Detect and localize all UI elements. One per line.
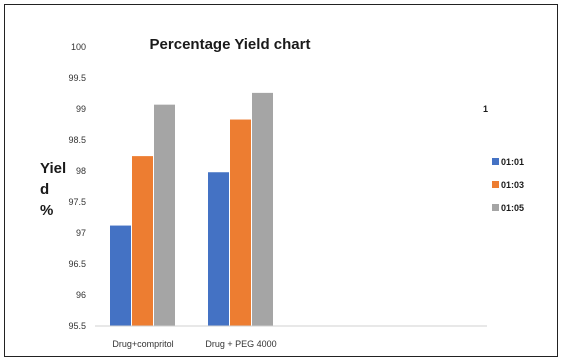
- bar-0-0: [110, 225, 131, 326]
- y-tick-label-6: 98.5: [68, 135, 86, 145]
- legend-label-1: 01:03: [501, 179, 525, 190]
- x-category-label-1: Drug + PEG 4000: [205, 339, 276, 349]
- legend-item-1: 01:03: [492, 173, 524, 196]
- y-axis-label-line-3: %: [40, 202, 54, 219]
- legend-swatch-2: [492, 204, 499, 211]
- x-category-label-0: Drug+compritol: [112, 339, 173, 349]
- bar-1-0: [208, 172, 229, 326]
- chart-frame: [4, 4, 558, 357]
- y-tick-label-8: 99.5: [68, 73, 86, 83]
- y-tick-label-1: 96: [76, 290, 86, 300]
- y-tick-label-5: 98: [76, 166, 86, 176]
- legend-swatch-0: [492, 158, 499, 165]
- bar-0-1: [132, 156, 153, 326]
- y-axis-ticks: 95.5 96 96.5 97 97.5 98 98.5 99 99.5 100: [68, 42, 86, 331]
- bar-1-1: [230, 119, 251, 326]
- chart-title: Percentage Yield chart: [149, 36, 311, 53]
- legend-item-0: 01:01: [492, 150, 524, 173]
- y-axis-label-line-1: Yiel: [40, 160, 67, 177]
- legend-label-2: 01:05: [501, 202, 525, 213]
- bar-0-2: [154, 104, 175, 326]
- bar-1-2: [252, 92, 273, 326]
- annotation-marker: 1: [483, 104, 489, 114]
- y-tick-label-2: 96.5: [68, 259, 86, 269]
- y-tick-label-0: 95.5: [68, 321, 86, 331]
- y-tick-label-9: 100: [71, 42, 86, 52]
- y-axis-label: Yiel d %: [40, 158, 80, 221]
- y-axis-label-line-2: d: [40, 181, 50, 198]
- y-tick-label-3: 97: [76, 228, 86, 238]
- legend-swatch-1: [492, 181, 499, 188]
- legend-label-0: 01:01: [501, 156, 525, 167]
- legend: 01:01 01:03 01:05: [492, 150, 524, 219]
- x-axis-labels: Drug+compritol Drug + PEG 4000: [112, 339, 276, 349]
- bars: [110, 92, 273, 326]
- legend-item-2: 01:05: [492, 196, 524, 219]
- y-tick-label-4: 97.5: [68, 197, 86, 207]
- y-tick-label-7: 99: [76, 104, 86, 114]
